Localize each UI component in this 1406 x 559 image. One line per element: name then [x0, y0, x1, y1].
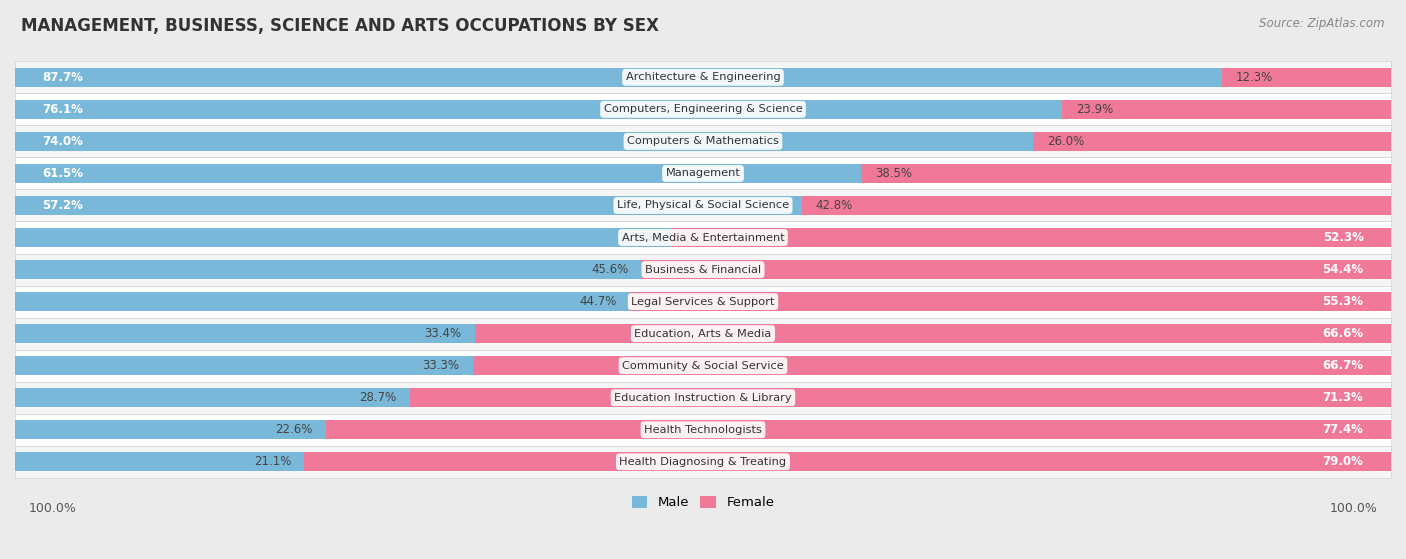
Bar	[15, 357, 474, 375]
Text: Management: Management	[665, 168, 741, 178]
Text: 12.3%: 12.3%	[1236, 71, 1272, 84]
Text: Source: ZipAtlas.com: Source: ZipAtlas.com	[1260, 17, 1385, 30]
Bar	[15, 389, 411, 407]
Text: Education Instruction & Library: Education Instruction & Library	[614, 392, 792, 402]
Text: Architecture & Engineering: Architecture & Engineering	[626, 72, 780, 82]
Bar	[15, 292, 630, 311]
Text: 66.7%: 66.7%	[1323, 359, 1364, 372]
Text: MANAGEMENT, BUSINESS, SCIENCE AND ARTS OCCUPATIONS BY SEX: MANAGEMENT, BUSINESS, SCIENCE AND ARTS O…	[21, 17, 659, 35]
Bar	[862, 164, 1391, 183]
Text: 38.5%: 38.5%	[875, 167, 912, 180]
Bar	[671, 228, 1391, 247]
Text: 71.3%: 71.3%	[1323, 391, 1364, 404]
Bar	[15, 125, 1391, 158]
Text: 45.6%: 45.6%	[592, 263, 628, 276]
Text: Business & Financial: Business & Financial	[645, 264, 761, 274]
Bar	[15, 254, 1391, 286]
Text: 76.1%: 76.1%	[42, 103, 83, 116]
Bar	[15, 420, 326, 439]
Text: Health Diagnosing & Treating: Health Diagnosing & Treating	[620, 457, 786, 467]
Bar	[15, 196, 801, 215]
Bar	[15, 286, 1391, 318]
Text: 100.0%: 100.0%	[28, 503, 77, 515]
Text: 74.0%: 74.0%	[42, 135, 83, 148]
Text: 87.7%: 87.7%	[42, 71, 83, 84]
Bar	[475, 324, 1391, 343]
Text: 55.3%: 55.3%	[1323, 295, 1364, 308]
Bar	[15, 260, 643, 279]
Bar	[474, 357, 1391, 375]
Text: Life, Physical & Social Science: Life, Physical & Social Science	[617, 201, 789, 211]
Text: Legal Services & Support: Legal Services & Support	[631, 297, 775, 306]
Bar	[15, 318, 1391, 349]
Text: 52.3%: 52.3%	[1323, 231, 1364, 244]
Text: 26.0%: 26.0%	[1047, 135, 1084, 148]
Text: 28.7%: 28.7%	[359, 391, 396, 404]
Bar	[1222, 68, 1391, 87]
Bar	[643, 260, 1391, 279]
Text: Education, Arts & Media: Education, Arts & Media	[634, 329, 772, 339]
Bar	[15, 446, 1391, 478]
Text: 42.8%: 42.8%	[815, 199, 853, 212]
Bar	[15, 414, 1391, 446]
Text: 100.0%: 100.0%	[1329, 503, 1378, 515]
Bar	[326, 420, 1391, 439]
Bar	[15, 190, 1391, 221]
Bar	[630, 292, 1391, 311]
Bar	[15, 228, 671, 247]
Bar	[15, 93, 1391, 125]
Text: Computers & Mathematics: Computers & Mathematics	[627, 136, 779, 146]
Text: 21.1%: 21.1%	[254, 455, 291, 468]
Text: 57.2%: 57.2%	[42, 199, 83, 212]
Bar	[15, 132, 1033, 151]
Bar	[1062, 100, 1391, 119]
Bar	[15, 158, 1391, 190]
Bar	[15, 382, 1391, 414]
Text: 61.5%: 61.5%	[42, 167, 83, 180]
Bar	[15, 68, 1222, 87]
Bar	[15, 349, 1391, 382]
Text: 23.9%: 23.9%	[1076, 103, 1114, 116]
Bar	[15, 100, 1062, 119]
Text: Computers, Engineering & Science: Computers, Engineering & Science	[603, 105, 803, 115]
Legend: Male, Female: Male, Female	[626, 491, 780, 515]
Bar	[15, 452, 305, 471]
Bar	[15, 221, 1391, 254]
Text: 44.7%: 44.7%	[579, 295, 616, 308]
Text: 77.4%: 77.4%	[1323, 423, 1364, 436]
Bar	[411, 389, 1391, 407]
Bar	[15, 61, 1391, 93]
Text: 66.6%: 66.6%	[1323, 327, 1364, 340]
Text: Arts, Media & Entertainment: Arts, Media & Entertainment	[621, 233, 785, 243]
Text: 47.7%: 47.7%	[620, 231, 658, 244]
Bar	[304, 452, 1391, 471]
Text: 79.0%: 79.0%	[1323, 455, 1364, 468]
Bar	[15, 324, 475, 343]
Text: 54.4%: 54.4%	[1323, 263, 1364, 276]
Bar	[1033, 132, 1391, 151]
Text: Community & Social Service: Community & Social Service	[621, 361, 785, 371]
Text: 33.3%: 33.3%	[422, 359, 460, 372]
Text: 33.4%: 33.4%	[423, 327, 461, 340]
Bar	[15, 164, 862, 183]
Text: Health Technologists: Health Technologists	[644, 425, 762, 435]
Bar	[801, 196, 1391, 215]
Text: 22.6%: 22.6%	[274, 423, 312, 436]
